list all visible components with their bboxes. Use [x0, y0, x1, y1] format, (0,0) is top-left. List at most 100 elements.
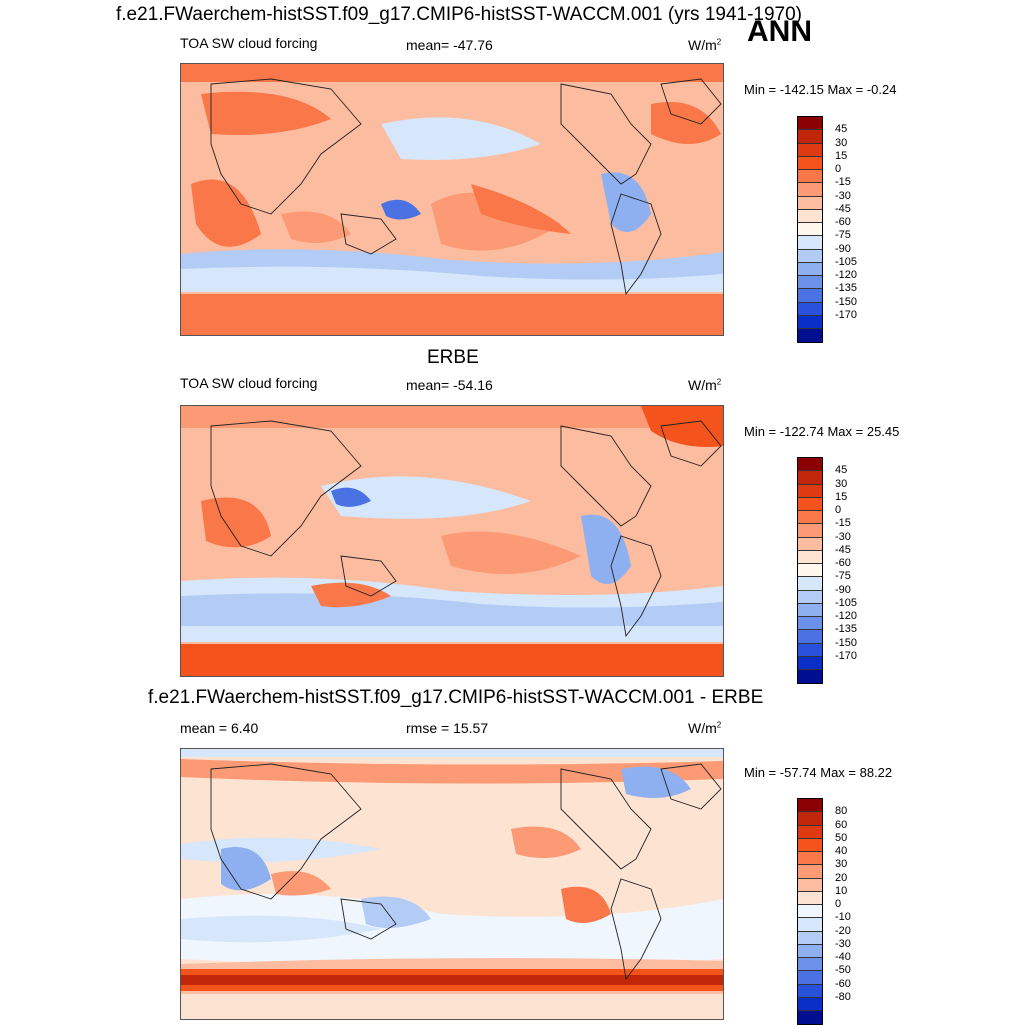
colorbar-label: -30	[835, 189, 851, 202]
colorbar-box	[798, 918, 822, 932]
colorbar-label: -75	[835, 229, 851, 242]
colorbar-box	[798, 183, 822, 197]
colorbar-box	[798, 497, 822, 511]
colorbar-label: 30	[835, 477, 848, 490]
bottom-panel-title: f.e21.FWaerchem-histSST.f09_g17.CMIP6-hi…	[148, 687, 764, 708]
colorbar-box	[798, 852, 822, 866]
season-label: ANN	[747, 15, 812, 48]
top-map	[180, 63, 724, 336]
colorbar-box	[798, 997, 822, 1011]
colorbar-box	[798, 156, 822, 170]
colorbar-label: -10	[835, 911, 851, 924]
colorbar-label: -150	[835, 636, 858, 649]
top-units-label: W/m2	[688, 37, 722, 53]
colorbar-label: -170	[835, 308, 858, 321]
top-colorbar-boxes	[798, 117, 822, 343]
colorbar-label: -170	[835, 649, 858, 662]
top-minmax-label: Min = -142.15 Max = -0.24	[744, 82, 897, 97]
colorbar-label: 0	[835, 163, 842, 175]
colorbar-box	[798, 130, 822, 144]
middle-panel-title: ERBE	[427, 347, 479, 368]
bottom-colorbar	[797, 798, 823, 1025]
top-mean-label: mean= -47.76	[406, 37, 493, 53]
colorbar-box	[798, 865, 822, 879]
colorbar-box	[798, 170, 822, 184]
colorbar-box	[798, 670, 822, 684]
colorbar-label: -15	[835, 517, 851, 530]
colorbar-box	[798, 564, 822, 578]
colorbar-label: 45	[835, 464, 848, 477]
colorbar-label: -135	[835, 282, 858, 295]
middle-colorbar	[797, 457, 823, 685]
colorbar-box	[798, 812, 822, 826]
colorbar-box	[798, 603, 822, 617]
top-map-field	[181, 64, 723, 335]
colorbar-box	[798, 550, 822, 564]
colorbar-label: -120	[835, 610, 858, 622]
colorbar-box	[798, 458, 822, 472]
colorbar-box	[798, 315, 822, 329]
colorbar-box	[798, 223, 822, 237]
colorbar-label: -30	[835, 530, 851, 543]
top-variable-label: TOA SW cloud forcing	[180, 35, 318, 51]
colorbar-box	[798, 590, 822, 604]
colorbar-box	[798, 329, 822, 343]
colorbar-label: -90	[835, 583, 851, 596]
middle-map-field	[181, 406, 723, 676]
colorbar-box	[798, 825, 822, 839]
middle-map	[180, 405, 724, 677]
top-panel-title: f.e21.FWaerchem-histSST.f09_g17.CMIP6-hi…	[116, 4, 803, 25]
bottom-units-label: W/m2	[688, 720, 722, 736]
colorbar-label: -45	[835, 543, 851, 556]
colorbar-label: -15	[835, 176, 851, 189]
colorbar-label: 45	[835, 123, 848, 136]
colorbar-label: 0	[835, 504, 842, 516]
colorbar-box	[798, 891, 822, 905]
bottom-map-field	[181, 749, 723, 1019]
colorbar-label: -135	[835, 623, 858, 636]
colorbar-box	[798, 971, 822, 985]
colorbar-label: -150	[835, 295, 858, 308]
middle-colorbar-boxes	[798, 458, 822, 684]
colorbar-box	[798, 878, 822, 892]
colorbar-box	[798, 302, 822, 316]
colorbar-box	[798, 656, 822, 670]
colorbar-label: 15	[835, 149, 848, 162]
colorbar-box	[798, 484, 822, 498]
colorbar-box	[798, 209, 822, 223]
bottom-map	[180, 748, 724, 1020]
colorbar-label: 40	[835, 845, 848, 857]
colorbar-label: -50	[835, 964, 851, 977]
middle-units-label: W/m2	[688, 377, 722, 393]
colorbar-box	[798, 262, 822, 276]
colorbar-box	[798, 984, 822, 998]
colorbar-box	[798, 511, 822, 525]
bottom-mean-label: mean = 6.40	[180, 720, 259, 736]
colorbar-label: -45	[835, 202, 851, 215]
colorbar-box	[798, 838, 822, 852]
colorbar-label: 80	[835, 805, 848, 818]
colorbar-box	[798, 799, 822, 813]
colorbar-box	[798, 117, 822, 131]
colorbar-label: 0	[835, 898, 842, 910]
colorbar-box	[798, 471, 822, 485]
colorbar-label: 60	[835, 818, 848, 831]
colorbar-box	[798, 1011, 822, 1025]
bottom-colorbar-boxes	[798, 799, 822, 1025]
colorbar-label: 50	[835, 831, 848, 844]
colorbar-box	[798, 143, 822, 157]
colorbar-label: -60	[835, 557, 851, 569]
bottom-rmse-label: rmse = 15.57	[406, 720, 489, 736]
top-colorbar	[797, 116, 823, 344]
colorbar-label: -105	[835, 596, 858, 609]
colorbar-label: -60	[835, 977, 851, 990]
colorbar-box	[798, 249, 822, 263]
colorbar-box	[798, 931, 822, 945]
colorbar-box	[798, 196, 822, 210]
colorbar-label: -120	[835, 269, 858, 281]
colorbar-label: 10	[835, 884, 848, 897]
colorbar-box	[798, 537, 822, 551]
colorbar-box	[798, 524, 822, 538]
middle-variable-label: TOA SW cloud forcing	[180, 375, 318, 391]
colorbar-label: -80	[835, 990, 851, 1003]
